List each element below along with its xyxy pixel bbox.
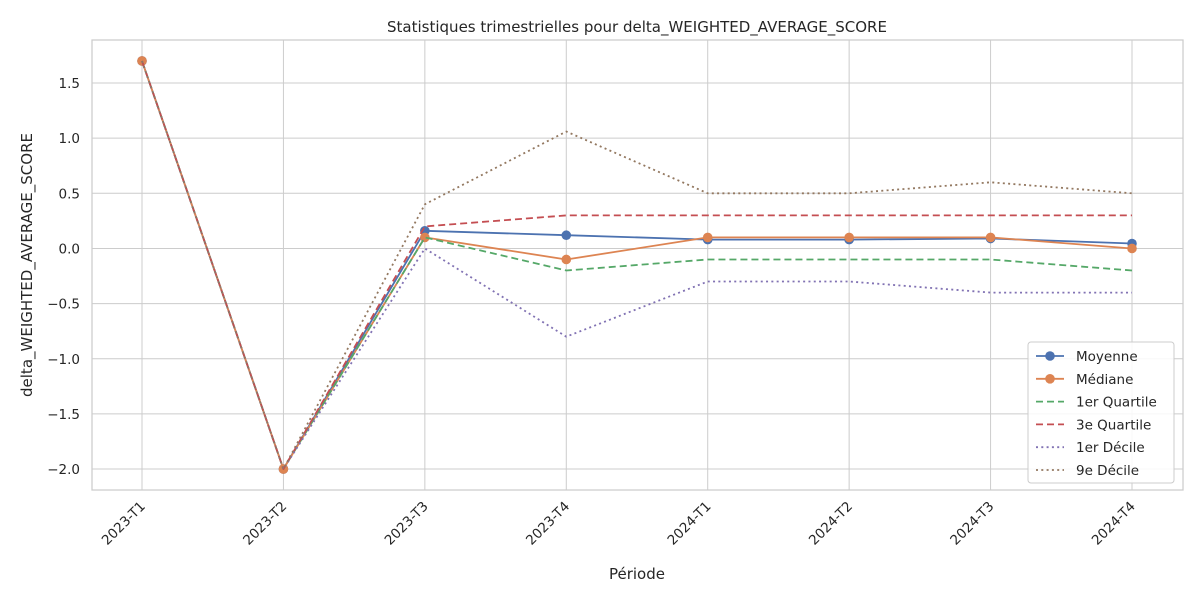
legend-item: 3e Quartile: [1036, 417, 1151, 433]
x-tick-label: 2023-T2: [240, 499, 290, 549]
legend-label: Moyenne: [1076, 349, 1138, 365]
x-tick-label: 2023-T4: [523, 499, 573, 549]
x-tick-label: 2024-T2: [806, 499, 856, 549]
legend-item: 1er Décile: [1036, 440, 1145, 456]
y-axis-ticks: −2.0 −1.5 −1.0 −0.5 0.0 0.5 1.0 1.5: [47, 76, 80, 478]
data-point: [561, 230, 572, 241]
x-tick-label: 2024-T3: [947, 499, 997, 549]
x-tick-label: 2024-T4: [1089, 499, 1139, 549]
legend-box: [1027, 341, 1175, 484]
series-group: [137, 56, 1137, 474]
series-3: [141, 60, 1132, 470]
data-point: [702, 232, 713, 243]
x-tick-label: 2023-T1: [99, 499, 149, 549]
series-5: [141, 60, 1133, 470]
data-point: [561, 254, 572, 265]
legend-item: 1er Quartile: [1036, 395, 1157, 411]
legend-label: 3e Quartile: [1076, 417, 1151, 433]
legend-label: 9e Décile: [1076, 463, 1139, 479]
legend: Moyenne Médiane 1er Quartile 3e Quartile 1er…: [1027, 341, 1175, 484]
data-point: [1127, 243, 1137, 254]
y-tick-label: 1.0: [59, 131, 80, 147]
y-tick-label: −1.0: [47, 352, 80, 368]
data-point: [844, 232, 854, 243]
plot-frame: [91, 39, 1184, 491]
legend-item: 9e Décile: [1036, 463, 1139, 479]
legend-marker: [1045, 351, 1055, 361]
series-line: [141, 60, 1132, 470]
y-tick-label: −2.0: [47, 462, 80, 478]
y-tick-label: 1.5: [59, 76, 80, 92]
x-axis-ticks: 2023-T1 2023-T2 2023-T3 2023-T4 2024-T1 2024-…: [99, 499, 1139, 549]
x-axis-label: Période: [609, 565, 665, 583]
y-tick-label: 0.0: [59, 241, 80, 257]
series-line: [141, 60, 1133, 470]
x-tick-label: 2024-T1: [664, 499, 714, 549]
legend-item: Moyenne: [1036, 349, 1138, 365]
legend-item: Médiane: [1036, 372, 1133, 388]
y-tick-label: −0.5: [47, 297, 80, 313]
legend-marker: [1045, 374, 1055, 384]
legend-label: 1er Décile: [1076, 440, 1145, 456]
series-2: [141, 60, 1133, 470]
y-axis-label: delta_WEIGHTED_AVERAGE_SCORE: [18, 133, 37, 397]
y-tick-label: −1.5: [47, 407, 80, 423]
series-line: [141, 60, 1133, 470]
legend-label: 1er Quartile: [1076, 395, 1157, 411]
chart-title: Statistiques trimestrielles pour delta_W…: [387, 18, 887, 37]
y-tick-label: 0.5: [59, 186, 80, 202]
legend-label: Médiane: [1076, 372, 1133, 388]
data-point: [137, 56, 147, 66]
data-point: [985, 232, 996, 243]
data-point: [420, 226, 430, 236]
x-tick-label: 2023-T3: [382, 499, 432, 549]
